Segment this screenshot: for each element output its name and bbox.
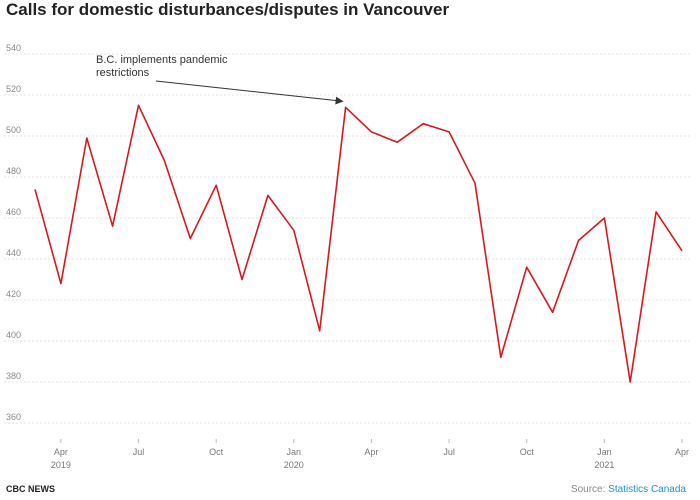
source-label: Source: bbox=[570, 484, 606, 495]
y-tick-label: 420 bbox=[6, 289, 21, 299]
source-credit: Source: Statistics Canada bbox=[571, 484, 686, 495]
data-point bbox=[267, 194, 269, 196]
annotation-text: restrictions bbox=[96, 67, 150, 79]
x-tick-label: Jan bbox=[597, 447, 612, 457]
x-tick-label: Apr bbox=[54, 447, 68, 457]
data-point bbox=[396, 141, 398, 143]
data-point bbox=[163, 159, 165, 161]
x-tick-label: Jul bbox=[133, 447, 145, 457]
y-tick-label: 360 bbox=[6, 412, 21, 422]
brand-label: CBC NEWS bbox=[6, 484, 55, 494]
y-tick-label: 540 bbox=[6, 43, 21, 53]
data-point bbox=[422, 123, 424, 125]
data-point bbox=[370, 131, 372, 133]
data-point bbox=[34, 188, 36, 190]
data-point bbox=[293, 229, 295, 231]
data-point bbox=[318, 330, 320, 332]
y-tick-label: 500 bbox=[6, 125, 21, 135]
data-point bbox=[629, 381, 631, 383]
chart-title: Calls for domestic disturbances/disputes… bbox=[6, 0, 450, 19]
series-group bbox=[34, 104, 683, 383]
data-point bbox=[474, 182, 476, 184]
y-axis-ticks: 360 380 400 420 440 460 480 500 520 540 bbox=[6, 43, 21, 422]
y-tick-label: 480 bbox=[6, 166, 21, 176]
data-point bbox=[500, 356, 502, 358]
x-tick-label: Oct bbox=[520, 447, 535, 457]
y-tick-label: 440 bbox=[6, 248, 21, 258]
data-point bbox=[681, 250, 683, 252]
x-tick-label: Jul bbox=[443, 447, 455, 457]
y-tick-label: 520 bbox=[6, 84, 21, 94]
data-point bbox=[111, 225, 113, 227]
data-point bbox=[655, 211, 657, 213]
data-point bbox=[137, 104, 139, 106]
data-point bbox=[344, 106, 346, 108]
y-tick-label: 380 bbox=[6, 371, 21, 381]
annotation-arrow bbox=[155, 80, 344, 105]
data-point bbox=[215, 184, 217, 186]
source-link[interactable]: Statistics Canada bbox=[608, 484, 686, 495]
data-point bbox=[448, 131, 450, 133]
x-tick-year-label: 2020 bbox=[284, 460, 304, 470]
series-line bbox=[34, 104, 683, 383]
data-point bbox=[241, 278, 243, 280]
x-axis-ticks: Apr 2019 Jul Oct Jan 2020 Apr Jul Oct Jan 2021 Apr bbox=[51, 439, 689, 470]
annotation-text: B.C. implements pandemic bbox=[96, 54, 228, 66]
data-point bbox=[577, 239, 579, 241]
x-tick-label: Oct bbox=[209, 447, 224, 457]
data-point bbox=[86, 137, 88, 139]
y-tick-label: 460 bbox=[6, 207, 21, 217]
line-chart: 360 380 400 420 440 460 480 500 520 540 Apr 2019 Ju… bbox=[4, 43, 690, 470]
data-point bbox=[60, 282, 62, 284]
x-tick-year-label: 2021 bbox=[594, 460, 614, 470]
data-point bbox=[189, 237, 191, 239]
data-point bbox=[603, 217, 605, 219]
y-tick-label: 400 bbox=[6, 330, 21, 340]
x-tick-year-label: 2019 bbox=[51, 460, 71, 470]
x-tick-label: Apr bbox=[364, 447, 378, 457]
data-point bbox=[526, 266, 528, 268]
x-tick-label: Jan bbox=[287, 447, 302, 457]
x-tick-label: Apr bbox=[675, 447, 689, 457]
data-point bbox=[551, 311, 553, 313]
